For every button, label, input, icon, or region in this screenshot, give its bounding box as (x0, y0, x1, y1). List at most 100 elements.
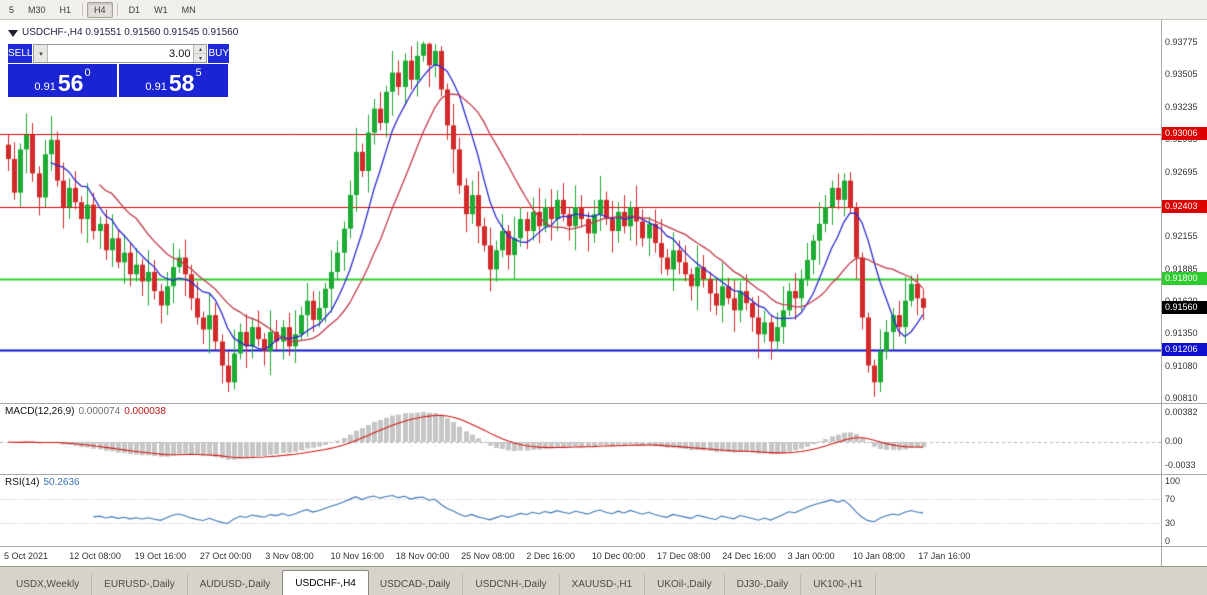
price-tick: 0.91620 (1165, 296, 1198, 306)
chart-tab-usdchf-h4[interactable]: USDCHF-,H4 (282, 570, 369, 595)
price-level-label: 0.91560 (1162, 300, 1207, 314)
sell-price-prefix: 0.91 (34, 81, 56, 93)
volume-spin-up-icon[interactable]: ▴ (194, 45, 207, 54)
volume-input[interactable] (48, 45, 194, 62)
time-label: 19 Oct 16:00 (134, 551, 187, 561)
volume-dropdown-icon[interactable]: ▾ (34, 45, 49, 62)
volume-field: ▾ ▴ ▾ (33, 44, 208, 63)
macd-panel: MACD(12,26,9) 0.000074 0.000038 0.00382 0.0… (0, 404, 1207, 475)
buy-price-big: 58 (168, 70, 195, 97)
chart-tab-usdx-weekly[interactable]: USDX,Weekly (4, 574, 93, 595)
macd-axis[interactable]: 0.00382 0.00 -0.0033 (1161, 404, 1207, 474)
time-label: 2 Dec 16:00 (526, 551, 575, 561)
chart-tab-audusd-daily[interactable]: AUDUSD-,Daily (188, 574, 284, 595)
time-axis[interactable]: 5 Oct 2021 12 Oct 08:00 19 Oct 16:00 27 Oct… (0, 547, 1207, 566)
buy-price-sup: 5 (195, 67, 202, 79)
chart-symbol-period: USDCHF-,H4 (22, 27, 83, 38)
time-label: 5 Oct 2021 (4, 551, 49, 561)
macd-tick: -0.0033 (1165, 460, 1196, 470)
toolbar-separator (82, 3, 84, 16)
price-tick: 0.91885 (1165, 263, 1198, 274)
volume-stepper: ▴ ▾ (193, 45, 207, 62)
sell-price-big: 56 (57, 70, 84, 97)
chart-tab-uk100-h1[interactable]: UK100-,H1 (801, 574, 876, 595)
chart-tab-ukoil-daily[interactable]: UKOil-,Daily (645, 574, 725, 595)
rsi-label: RSI(14) 50.2636 (5, 477, 80, 488)
time-label: 12 Oct 08:00 (69, 551, 121, 561)
timeframe-button-h4[interactable]: H4 (87, 1, 113, 18)
rsi-chart[interactable] (0, 475, 1161, 546)
price-level-label: 0.91800 (1162, 272, 1207, 286)
rsi-plot: RSI(14) 50.2636 (0, 475, 1161, 546)
sell-button[interactable]: SELL (8, 44, 33, 63)
timeframe-button-d1[interactable]: D1 (128, 4, 141, 15)
timeframe-button-m30[interactable]: M30 (28, 4, 46, 15)
price-tick: 0.93505 (1165, 69, 1198, 80)
time-label: 10 Jan 08:00 (852, 551, 905, 561)
price-tick: 0.92695 (1165, 166, 1198, 177)
chart-ohlc-label: USDCHF-,H4 0.91551 0.91560 0.91545 0.915… (22, 27, 238, 38)
time-label: 10 Nov 16:00 (330, 551, 385, 561)
main-chart-panel: USDCHF-,H4 0.91551 0.91560 0.91545 0.915… (0, 20, 1207, 404)
rsi-axis[interactable]: 100 70 30 0 (1161, 475, 1207, 546)
macd-tick: 0.00 (1165, 436, 1183, 446)
sell-price-display[interactable]: 0.91 56 0 (8, 64, 117, 97)
rsi-name: RSI(14) (5, 477, 40, 488)
time-label: 17 Jan 16:00 (918, 551, 971, 561)
price-axis[interactable]: 0.937750.935050.932350.929650.926950.924… (1161, 20, 1207, 403)
timeframe-button-5[interactable]: 5 (9, 4, 15, 15)
chart-ohlc-values: 0.91551 0.91560 0.91545 0.91560 (85, 27, 239, 38)
buy-price-display[interactable]: 0.91 58 5 (119, 64, 228, 97)
price-level-label: 0.93006 (1162, 127, 1207, 141)
buy-button[interactable]: BUY (208, 44, 230, 63)
chart-tabbar: USDX,Weekly EURUSD-,Daily AUDUSD-,Daily USD… (0, 566, 1207, 595)
time-label: 3 Jan 00:00 (787, 551, 835, 561)
macd-tick: 0.00382 (1165, 407, 1198, 417)
timeframe-toolbar: 5 M30 H1 H4 D1 W1 MN (0, 0, 1207, 20)
price-tick: 0.92155 (1165, 231, 1198, 242)
axis-separator-line (1161, 547, 1162, 566)
macd-signal-value: 0.000038 (124, 406, 166, 417)
time-label: 24 Dec 16:00 (722, 551, 776, 561)
time-label: 10 Dec 00:00 (591, 551, 646, 561)
timeframe-button-h1[interactable]: H1 (59, 4, 72, 15)
rsi-tick: 30 (1165, 518, 1176, 528)
chart-tab-usdcad-daily[interactable]: USDCAD-,Daily (368, 574, 464, 595)
time-label: 17 Dec 08:00 (657, 551, 711, 561)
price-tick: 0.93235 (1165, 101, 1198, 112)
rsi-panel: RSI(14) 50.2636 100 70 30 0 (0, 475, 1207, 547)
time-label: 18 Nov 00:00 (395, 551, 450, 561)
time-label: 3 Nov 08:00 (265, 551, 314, 561)
one-click-collapse-icon[interactable] (8, 30, 18, 37)
timeframe-button-w1[interactable]: W1 (154, 4, 168, 15)
macd-label: MACD(12,26,9) 0.000074 0.000038 (5, 406, 166, 417)
macd-main-value: 0.000074 (78, 406, 121, 417)
chart-tab-xauusd-h1[interactable]: XAUUSD-,H1 (560, 574, 646, 595)
buy-price-prefix: 0.91 (145, 81, 167, 93)
main-chart-plot: USDCHF-,H4 0.91551 0.91560 0.91545 0.915… (0, 20, 1161, 403)
chart-tab-usdcnh-daily[interactable]: USDCNH-,Daily (463, 574, 560, 595)
price-tick: 0.93775 (1165, 36, 1198, 47)
rsi-tick: 70 (1165, 494, 1176, 504)
rsi-tick: 0 (1165, 536, 1171, 546)
sell-price-sup: 0 (84, 67, 91, 79)
price-tick: 0.91350 (1165, 328, 1198, 339)
chart-tab-eurusd-daily[interactable]: EURUSD-,Daily (92, 574, 188, 595)
macd-name: MACD(12,26,9) (5, 406, 75, 417)
macd-chart[interactable] (0, 404, 1161, 474)
macd-plot: MACD(12,26,9) 0.000074 0.000038 (0, 404, 1161, 474)
chart-tab-dj30-daily[interactable]: DJ30-,Daily (725, 574, 802, 595)
timeframe-button-mn[interactable]: MN (181, 4, 196, 15)
one-click-trading-panel: SELL ▾ ▴ ▾ BUY 0.91 56 0 (8, 44, 230, 97)
rsi-value: 50.2636 (43, 477, 80, 488)
price-level-label: 0.91206 (1162, 343, 1207, 357)
time-label: 25 Nov 08:00 (461, 551, 515, 561)
rsi-tick: 100 (1165, 476, 1181, 486)
toolbar-separator (116, 3, 118, 16)
price-tick: 0.91080 (1165, 360, 1198, 371)
volume-spin-down-icon[interactable]: ▾ (194, 54, 207, 62)
price-tick: 0.90810 (1165, 392, 1198, 403)
time-label: 27 Oct 00:00 (199, 551, 252, 561)
price-level-label: 0.92403 (1162, 199, 1207, 213)
